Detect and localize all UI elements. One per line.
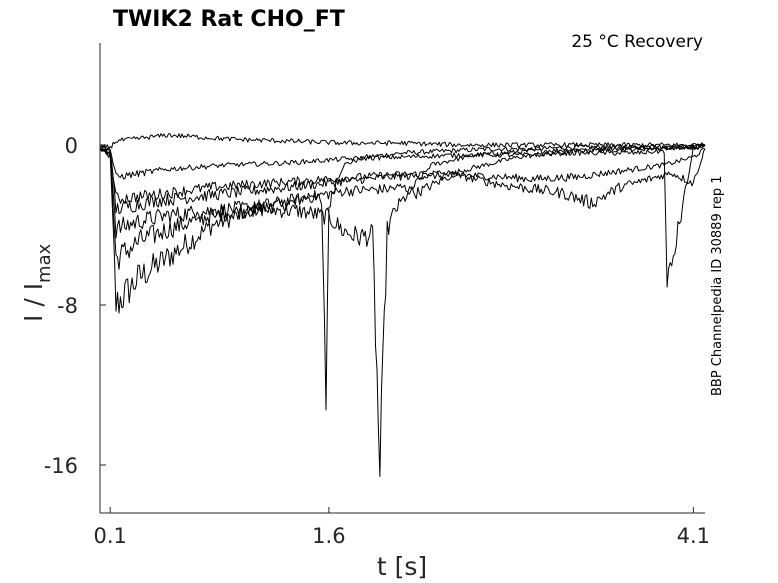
trace-sweep-5 [99,146,706,209]
trace-sweep-2 [99,143,706,477]
x-tick-label: 4.1 [677,524,710,548]
chart-title: TWIK2 Rat CHO_FT [113,7,345,32]
trace-sweep-4 [99,147,706,214]
y-tick-label: 0 [65,134,78,158]
y-axis-label-main: I / I [19,283,48,322]
x-tick-label: 1.6 [312,524,345,548]
source-label: BBP Channelpedia ID 30889 rep 1 [710,175,725,396]
x-tick-label: 0.1 [94,524,127,548]
condition-annotation: 25 °C Recovery [571,32,703,52]
trace-sweep-1 [99,143,706,411]
x-axis-label: t [s] [377,552,427,581]
trace-sweep-7 [99,133,706,149]
x-tick-layer: 0.1 1.6 4.1 [94,507,710,548]
y-tick-layer: 0 -8 -16 [44,134,106,478]
y-tick-label: -8 [57,294,78,318]
y-tick-label: -16 [44,454,78,478]
trace-sweep-6 [99,144,706,288]
trace-layer [99,133,706,477]
y-axis-label-group: I / Imax [19,243,55,322]
y-axis-label-subscript: max [34,243,55,283]
y-axis-label: I / Imax [19,243,55,322]
trace-sweep-3 [99,143,706,239]
